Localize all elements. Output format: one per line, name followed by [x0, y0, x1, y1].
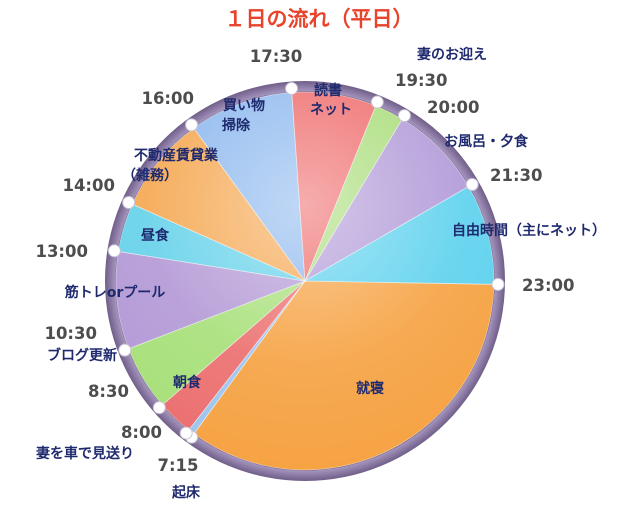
activity-label: 筋トレorプール	[65, 284, 166, 301]
time-label: 7:15	[157, 456, 198, 475]
activity-label: 妻を車で見送り	[36, 445, 134, 462]
time-marker	[185, 118, 199, 132]
time-label: 20:00	[427, 98, 480, 117]
time-label: 8:30	[88, 382, 129, 401]
time-marker	[465, 178, 479, 191]
activity-label: （雑務）	[122, 167, 178, 184]
time-markers	[107, 81, 505, 444]
time-marker	[491, 277, 505, 291]
activity-label: 掃除	[222, 117, 251, 134]
time-marker	[179, 426, 193, 440]
activity-label: 昼食	[141, 227, 170, 244]
time-label: 14:00	[62, 176, 115, 195]
time-marker	[397, 109, 411, 123]
time-label: 17:30	[250, 47, 303, 66]
activity-label: ネット	[310, 102, 352, 118]
activity-label: お風呂・夕食	[444, 133, 529, 150]
activity-label: 不動産賃貸業	[134, 147, 219, 164]
time-label: 10:30	[44, 324, 97, 343]
time-label: 19:30	[395, 71, 448, 90]
time-marker	[122, 195, 136, 209]
activity-label: 買い物	[223, 97, 265, 114]
time-label: 21:30	[490, 166, 543, 185]
activity-label: 起床	[171, 484, 201, 501]
time-label: 13:00	[35, 242, 88, 261]
time-label: 16:00	[141, 89, 194, 108]
time-marker	[152, 401, 166, 415]
chart-labels: 7:15 8:00 8:30 10:30 13:00 14:00 16:00 17:30 19:…	[35, 46, 606, 501]
time-marker	[285, 81, 299, 95]
activity-label: 朝食	[173, 374, 202, 391]
time-marker	[107, 244, 121, 258]
activity-label: 妻のお迎え	[417, 46, 487, 63]
activity-label: 自由時間（主にネット）	[452, 222, 606, 239]
time-marker	[370, 95, 384, 109]
time-marker	[118, 343, 132, 357]
activity-label: 読書	[314, 82, 342, 99]
activity-label: 就寝	[356, 380, 384, 397]
activity-label: ブログ更新	[47, 347, 117, 364]
time-label: 8:00	[121, 423, 162, 442]
time-label: 23:00	[522, 276, 575, 295]
chart-title: １日の流れ（平日）	[225, 7, 414, 31]
